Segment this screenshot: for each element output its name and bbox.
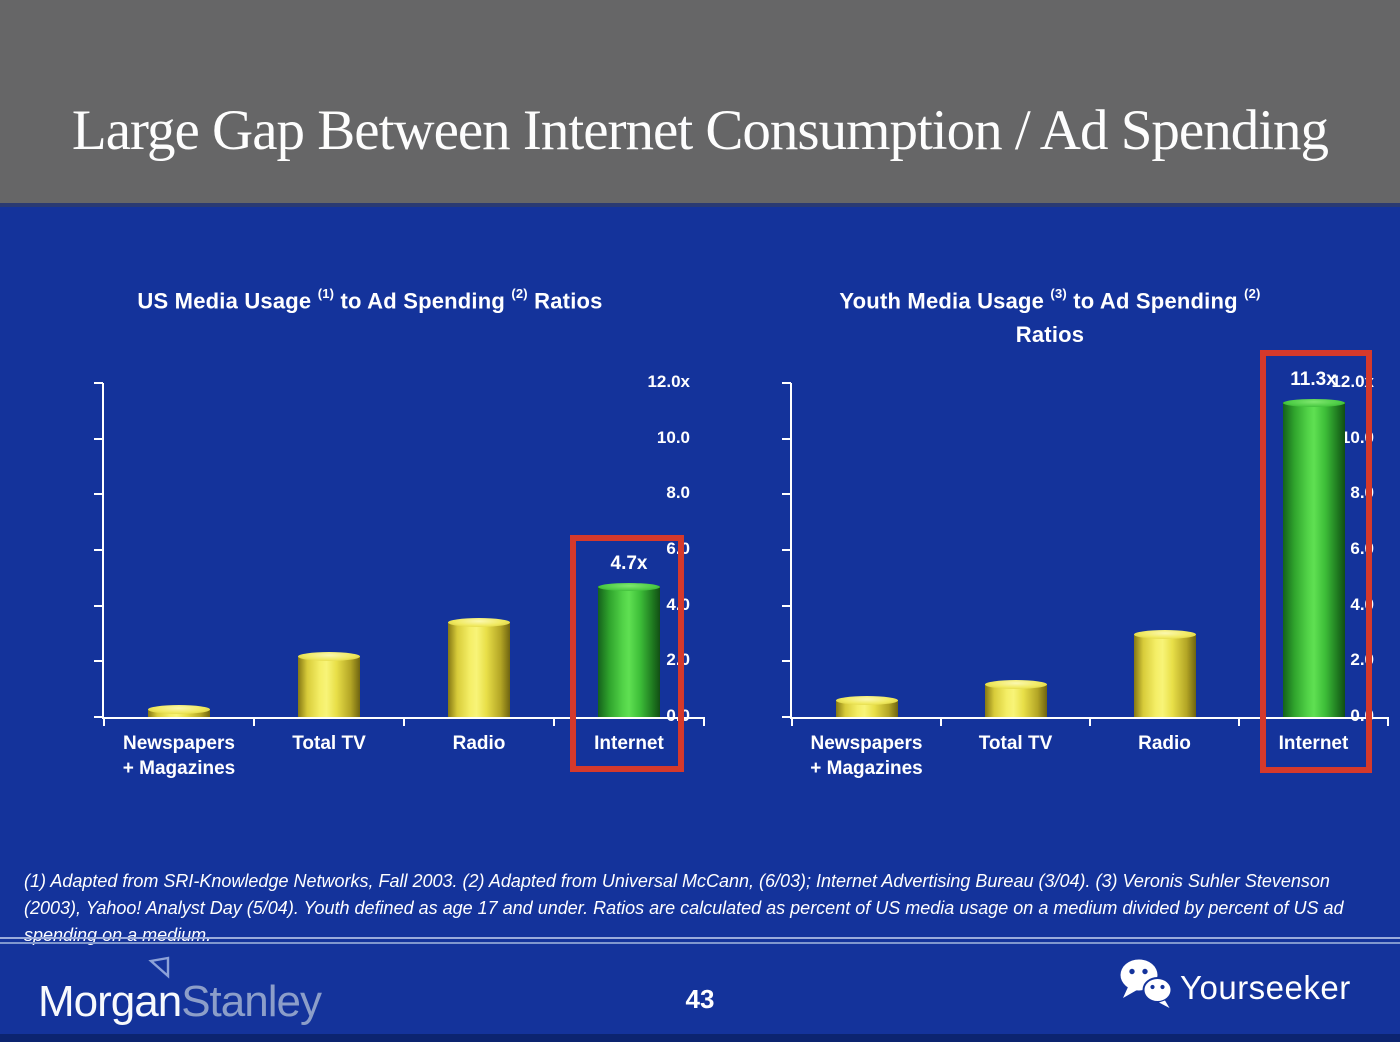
- highlight-box-internet: [570, 535, 684, 772]
- bar-newspapers-magazines: [835, 696, 898, 717]
- category-label: Internet: [1239, 731, 1388, 756]
- title-superscript: (2): [1244, 286, 1261, 301]
- bar-top-cap: [835, 696, 898, 706]
- y-axis-tick: [94, 660, 103, 663]
- y-axis-tick: [94, 549, 103, 551]
- category-label: Newspapers + Magazines: [792, 731, 941, 781]
- bar-top-cap: [1133, 629, 1196, 639]
- y-axis-tick: [94, 604, 103, 607]
- highlight-box-internet: [1260, 350, 1372, 773]
- chart-us-media-usage: 12.0x 10.0 8.0 6.0 4.0 2.0 0.0 Newspapers + Maga…: [94, 372, 705, 779]
- y-axis-tick: [782, 716, 791, 718]
- wechat-icon: [1120, 959, 1173, 1008]
- category-label-line: Internet: [594, 733, 664, 754]
- page-number: 43: [685, 984, 715, 1014]
- logo-morgan-text: Morgan: [38, 977, 182, 1026]
- y-axis-label: 12.0x: [647, 372, 690, 391]
- bar-top-cap: [984, 679, 1047, 689]
- y-axis-label: 10.0: [1340, 427, 1374, 447]
- category-label-line: Total TV: [292, 733, 366, 754]
- chart-youth-media-usage: 12.0x 10.0 8.0 6.0 4.0 2.0 0.0 Newspapers + Maga…: [782, 350, 1389, 779]
- brand-name: Yourseeker: [1180, 969, 1351, 1006]
- category-label-line: + Magazines: [810, 758, 923, 779]
- category-label-line: Total TV: [978, 733, 1053, 754]
- y-axis-label: 12.0x: [1331, 372, 1374, 391]
- category-label-line: Newspapers: [810, 733, 923, 754]
- y-axis-tick: [94, 716, 103, 718]
- title-text: Ratios: [527, 288, 603, 314]
- y-axis-tick: [94, 493, 103, 496]
- category-label-line: Internet: [1278, 733, 1349, 754]
- chart-title-youth-line2: Ratios: [1015, 322, 1085, 347]
- bar-internet: [598, 583, 660, 717]
- category-label: Total TV: [941, 731, 1090, 756]
- category-label: Radio: [404, 731, 554, 756]
- bar-total-tv: [984, 679, 1047, 717]
- bar-top-cap: [148, 704, 210, 714]
- bar-top-cap: [298, 651, 360, 661]
- category-label-line: Radio: [452, 733, 506, 754]
- footnote: (1) Adapted from SRI-Knowledge Networks,…: [24, 871, 1344, 945]
- title-text: to Ad Spending: [1066, 288, 1245, 314]
- x-baseline-tick: [703, 717, 705, 726]
- morgan-stanley-logo: MorganStanley: [38, 977, 322, 1026]
- category-label-line: Radio: [1138, 733, 1191, 754]
- x-baseline-tick: [1089, 717, 1091, 726]
- bar-top-cap: [1282, 399, 1345, 408]
- slide-title: Large Gap Between Internet Consumption /…: [71, 99, 1329, 162]
- logo-stanley-text: Stanley: [181, 977, 322, 1026]
- header-band: [0, 0, 1400, 203]
- separator-line-bottom: [0, 942, 1400, 944]
- category-label-line: + Magazines: [122, 758, 236, 779]
- bar-top-cap: [598, 583, 660, 592]
- y-axis-tick: [782, 549, 791, 551]
- bar-value-label: 4.7x: [610, 553, 648, 575]
- category-label-line: Newspapers: [123, 733, 235, 754]
- x-baseline-tick: [1238, 717, 1240, 726]
- y-axis-tick: [782, 493, 791, 496]
- category-label: Internet: [554, 731, 704, 756]
- y-axis-label: 10.0: [656, 427, 690, 447]
- x-baseline-tick: [253, 717, 255, 726]
- bar-radio: [1133, 629, 1196, 717]
- title-superscript: (2): [511, 286, 528, 301]
- morgan-stanley-triangle-icon: [148, 956, 170, 979]
- separator-line-top: [0, 937, 1400, 939]
- x-baseline-tick: [403, 717, 405, 726]
- category-label: Radio: [1090, 731, 1239, 756]
- x-baseline-tick: [1387, 717, 1389, 726]
- chart-title-youth: Youth Media Usage (3) to Ad Spending (2): [750, 286, 1350, 314]
- y-axis-label: 8.0: [666, 483, 690, 503]
- x-baseline-tick: [103, 717, 105, 726]
- bar-total-tv: [298, 651, 360, 717]
- bar-top-cap: [448, 618, 510, 628]
- title-superscript: (1): [317, 286, 335, 301]
- x-baseline-tick: [940, 717, 942, 726]
- bar-radio: [448, 618, 510, 717]
- bottom-strip: [0, 1034, 1400, 1042]
- y-axis-tick: [94, 382, 103, 384]
- chart-title-us: US Media Usage (1) to Ad Spending (2) Ra…: [70, 286, 670, 314]
- category-label: Total TV: [254, 731, 404, 756]
- bar-newspapers-magazines: [148, 704, 210, 717]
- title-superscript: (3): [1050, 286, 1067, 301]
- bar-internet: [1282, 399, 1345, 717]
- title-text: US Media Usage: [137, 288, 318, 314]
- title-text: Youth Media Usage: [839, 288, 1051, 314]
- title-text: to Ad Spending: [334, 288, 512, 314]
- y-axis-tick: [782, 604, 791, 607]
- y-axis-tick: [782, 437, 791, 440]
- header-divider: [0, 203, 1400, 207]
- bar-value-label: 11.3x: [1290, 369, 1337, 391]
- y-axis-tick: [94, 437, 103, 440]
- y-axis-tick: [782, 382, 791, 384]
- x-baseline-tick: [553, 717, 555, 726]
- y-axis-tick: [782, 660, 791, 663]
- category-label: Newspapers + Magazines: [104, 731, 254, 781]
- x-baseline-tick: [791, 717, 793, 726]
